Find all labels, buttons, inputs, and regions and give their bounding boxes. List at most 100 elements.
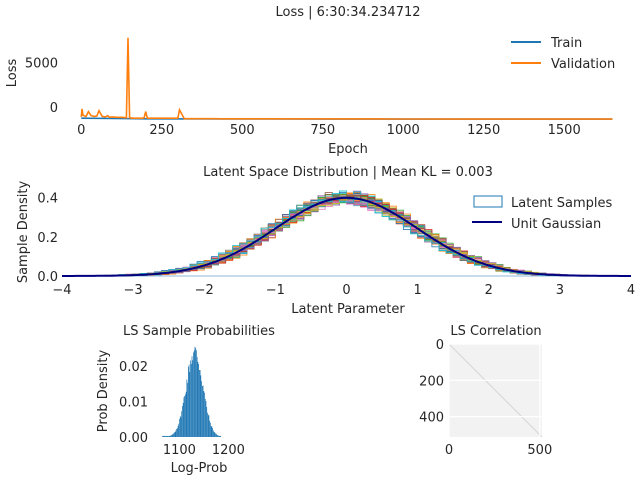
log-prob-bar (176, 428, 178, 437)
log-prob-bar (194, 346, 196, 437)
latent-xlabel: Latent Parameter (291, 302, 405, 317)
loss-xtick-label: 0 (77, 123, 85, 138)
log-prob-bar (203, 390, 205, 437)
log-prob-bar (175, 430, 177, 437)
loss-xtick-label: 1250 (467, 123, 500, 138)
latent-xtick-label: −2 (195, 283, 214, 298)
log-prob-bar (182, 402, 184, 437)
log-prob-bar (188, 364, 190, 437)
ls-corr-xtick-label: 500 (527, 443, 552, 458)
log-prob-bar (192, 360, 194, 437)
log-prob-bar (199, 370, 201, 437)
ls-probs-ylabel: Prob Density (96, 349, 111, 432)
latent-ytick-label: 0.0 (37, 270, 58, 285)
latent-ytick-label: 0.2 (37, 231, 58, 246)
log-prob-bar (193, 352, 194, 437)
log-prob-bar (181, 411, 183, 437)
loss-xlabel: Epoch (328, 142, 368, 157)
log-prob-bar (197, 361, 199, 437)
log-prob-bar (178, 423, 180, 437)
log-prob-bar (215, 433, 217, 437)
log-prob-bar (199, 370, 200, 437)
log-prob-bar (187, 366, 189, 437)
log-prob-bar (163, 435, 165, 437)
log-prob-bar (220, 435, 222, 437)
log-prob-bar (165, 435, 167, 437)
loss-legend: Train Validation (511, 36, 615, 72)
loss-xtick-label: 1000 (387, 123, 420, 138)
loss-y-axis: 0 5000 (25, 57, 58, 116)
log-prob-bar (190, 363, 192, 437)
latent-sample-histogram (76, 199, 618, 277)
loss-x-axis: 0 250 500 750 1000 1250 1500 (77, 123, 581, 138)
log-prob-bar (176, 428, 177, 437)
legend-latent-samples-swatch (473, 195, 503, 208)
log-prob-bar (219, 435, 221, 437)
log-prob-bar (196, 357, 198, 437)
legend-gaussian-label: Unit Gaussian (511, 217, 601, 232)
log-prob-bar (184, 396, 186, 437)
latent-title: Latent Space Distribution | Mean KL = 0.… (203, 165, 493, 180)
latent-ylabel: Sample Density (16, 181, 31, 284)
latent-xtick-label: 1 (413, 283, 421, 298)
log-prob-bar (198, 364, 199, 437)
loss-ytick-label: 5000 (25, 57, 58, 72)
log-prob-bar (195, 348, 197, 437)
log-prob-bar (166, 435, 168, 437)
latent-xtick-label: −4 (52, 283, 71, 298)
log-prob-bar (182, 405, 183, 437)
ls-probs-panel: LS Sample Probabilities 1100 1200 0.000.0… (96, 324, 275, 476)
ls-probs-xtick-label: 1100 (163, 443, 196, 458)
log-prob-bar (177, 425, 179, 437)
log-prob-bar (210, 422, 211, 437)
ls-corr-heatmap (448, 343, 543, 438)
loss-xtick-label: 500 (230, 123, 255, 138)
latent-sample-histogram (75, 200, 618, 277)
ls-corr-panel: LS Correlation 0 500 0 200 400 (419, 324, 552, 458)
log-prob-bar (189, 371, 191, 437)
loss-xtick-label: 750 (310, 123, 335, 138)
log-prob-bar (179, 416, 181, 437)
ls-probs-y-axis: 0.00 0.01 0.02 (119, 360, 148, 446)
log-prob-bar (200, 375, 202, 437)
unit-gaussian-line (62, 196, 631, 277)
log-prob-bar (170, 435, 172, 437)
log-prob-bar (204, 392, 205, 437)
latent-x-axis: −4 −3 −2 −1 0 1 2 3 4 (52, 283, 635, 298)
log-prob-bar (190, 360, 191, 437)
log-prob-bar (208, 415, 210, 437)
latent-xtick-label: −3 (124, 283, 143, 298)
log-prob-bar (174, 432, 175, 437)
log-prob-bar (207, 412, 208, 437)
log-prob-bar (217, 435, 219, 437)
latent-xtick-label: 3 (556, 283, 564, 298)
log-prob-bar (212, 428, 213, 437)
log-prob-bar (209, 420, 211, 437)
loss-xtick-label: 250 (149, 123, 174, 138)
log-prob-bar (162, 435, 164, 437)
latent-xtick-label: 4 (627, 283, 635, 298)
ls-probs-ytick-label: 0.02 (119, 360, 148, 375)
log-prob-bar (171, 435, 172, 437)
loss-plot-area (80, 37, 613, 120)
log-prob-bar (168, 435, 170, 437)
log-prob-bar (202, 385, 204, 437)
log-prob-bar (212, 430, 214, 437)
log-prob-bar (205, 401, 207, 437)
log-prob-bar (168, 435, 169, 437)
ls-corr-xtick-label: 0 (445, 443, 453, 458)
log-prob-bar (174, 431, 176, 437)
latent-xtick-label: 0 (342, 283, 350, 298)
legend-train-label: Train (550, 36, 582, 51)
loss-title: Loss | 6:30:34.234712 (275, 5, 420, 20)
log-prob-bar (165, 435, 166, 437)
legend-latent-samples-label: Latent Samples (511, 196, 613, 211)
ls-corr-title: LS Correlation (450, 324, 541, 339)
log-prob-bar (185, 391, 187, 437)
ls-probs-xtick-label: 1200 (212, 443, 245, 458)
log-prob-bar (201, 385, 203, 437)
log-prob-bar (186, 379, 188, 437)
ls-probs-x-axis: 1100 1200 (163, 443, 245, 458)
ls-probs-title: LS Sample Probabilities (123, 324, 275, 339)
